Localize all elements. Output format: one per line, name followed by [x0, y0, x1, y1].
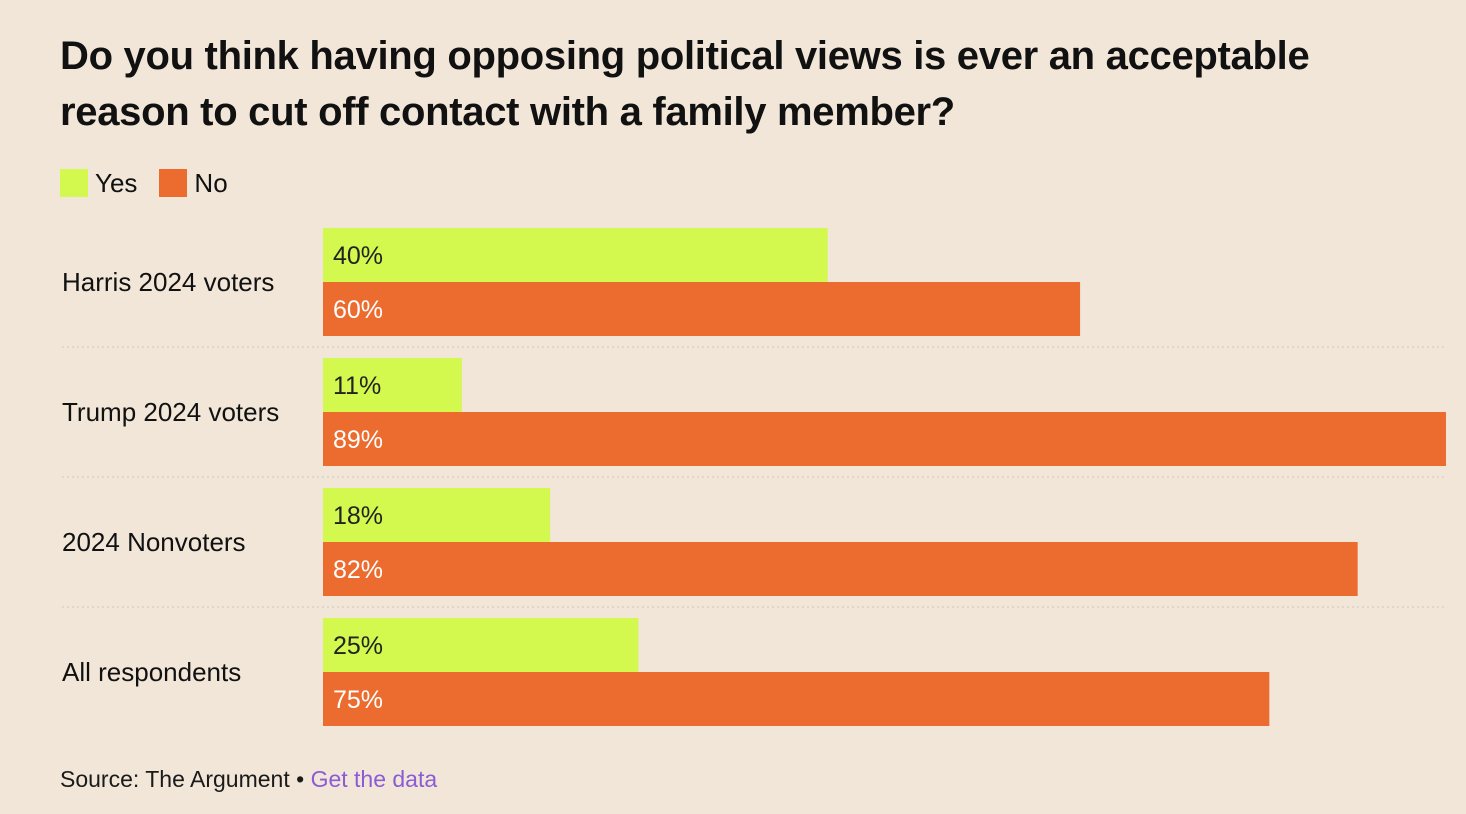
legend-item-no: No	[159, 167, 228, 199]
data-label-no: 89%	[333, 426, 383, 454]
data-label-no: 82%	[333, 556, 383, 584]
category-label: 2024 Nonvoters	[62, 527, 246, 557]
bar-yes	[323, 618, 639, 672]
source-line: Source: The Argument • Get the data	[60, 766, 437, 793]
data-label-no: 75%	[333, 686, 383, 714]
category-label: Harris 2024 voters	[62, 267, 274, 297]
data-label-yes: 25%	[333, 632, 383, 660]
chart-title: Do you think having opposing political v…	[60, 34, 1310, 134]
category-label: Trump 2024 voters	[62, 397, 279, 427]
bar-yes	[323, 358, 462, 412]
data-label-yes: 18%	[333, 502, 383, 530]
legend-item-yes: Yes	[60, 168, 137, 199]
category-label: All respondents	[62, 657, 241, 687]
data-label-yes: 40%	[333, 242, 383, 270]
get-the-data-link[interactable]: Get the data	[310, 766, 438, 792]
legend: Yes No	[60, 168, 250, 198]
legend-label-no: No	[194, 167, 228, 198]
bar-no	[323, 542, 1358, 596]
data-label-no: 60%	[333, 296, 383, 324]
bar-no	[323, 282, 1081, 336]
source-text: Source: The Argument	[60, 766, 290, 792]
bar-yes	[323, 488, 551, 542]
data-label-yes: 11%	[333, 372, 381, 400]
legend-swatch-no	[159, 169, 188, 197]
source-separator: •	[296, 766, 305, 792]
bar-no	[323, 412, 1446, 466]
bar-yes	[323, 228, 828, 282]
legend-swatch-yes	[60, 169, 88, 197]
bar-no	[323, 672, 1270, 726]
legend-label-yes: Yes	[95, 167, 138, 198]
